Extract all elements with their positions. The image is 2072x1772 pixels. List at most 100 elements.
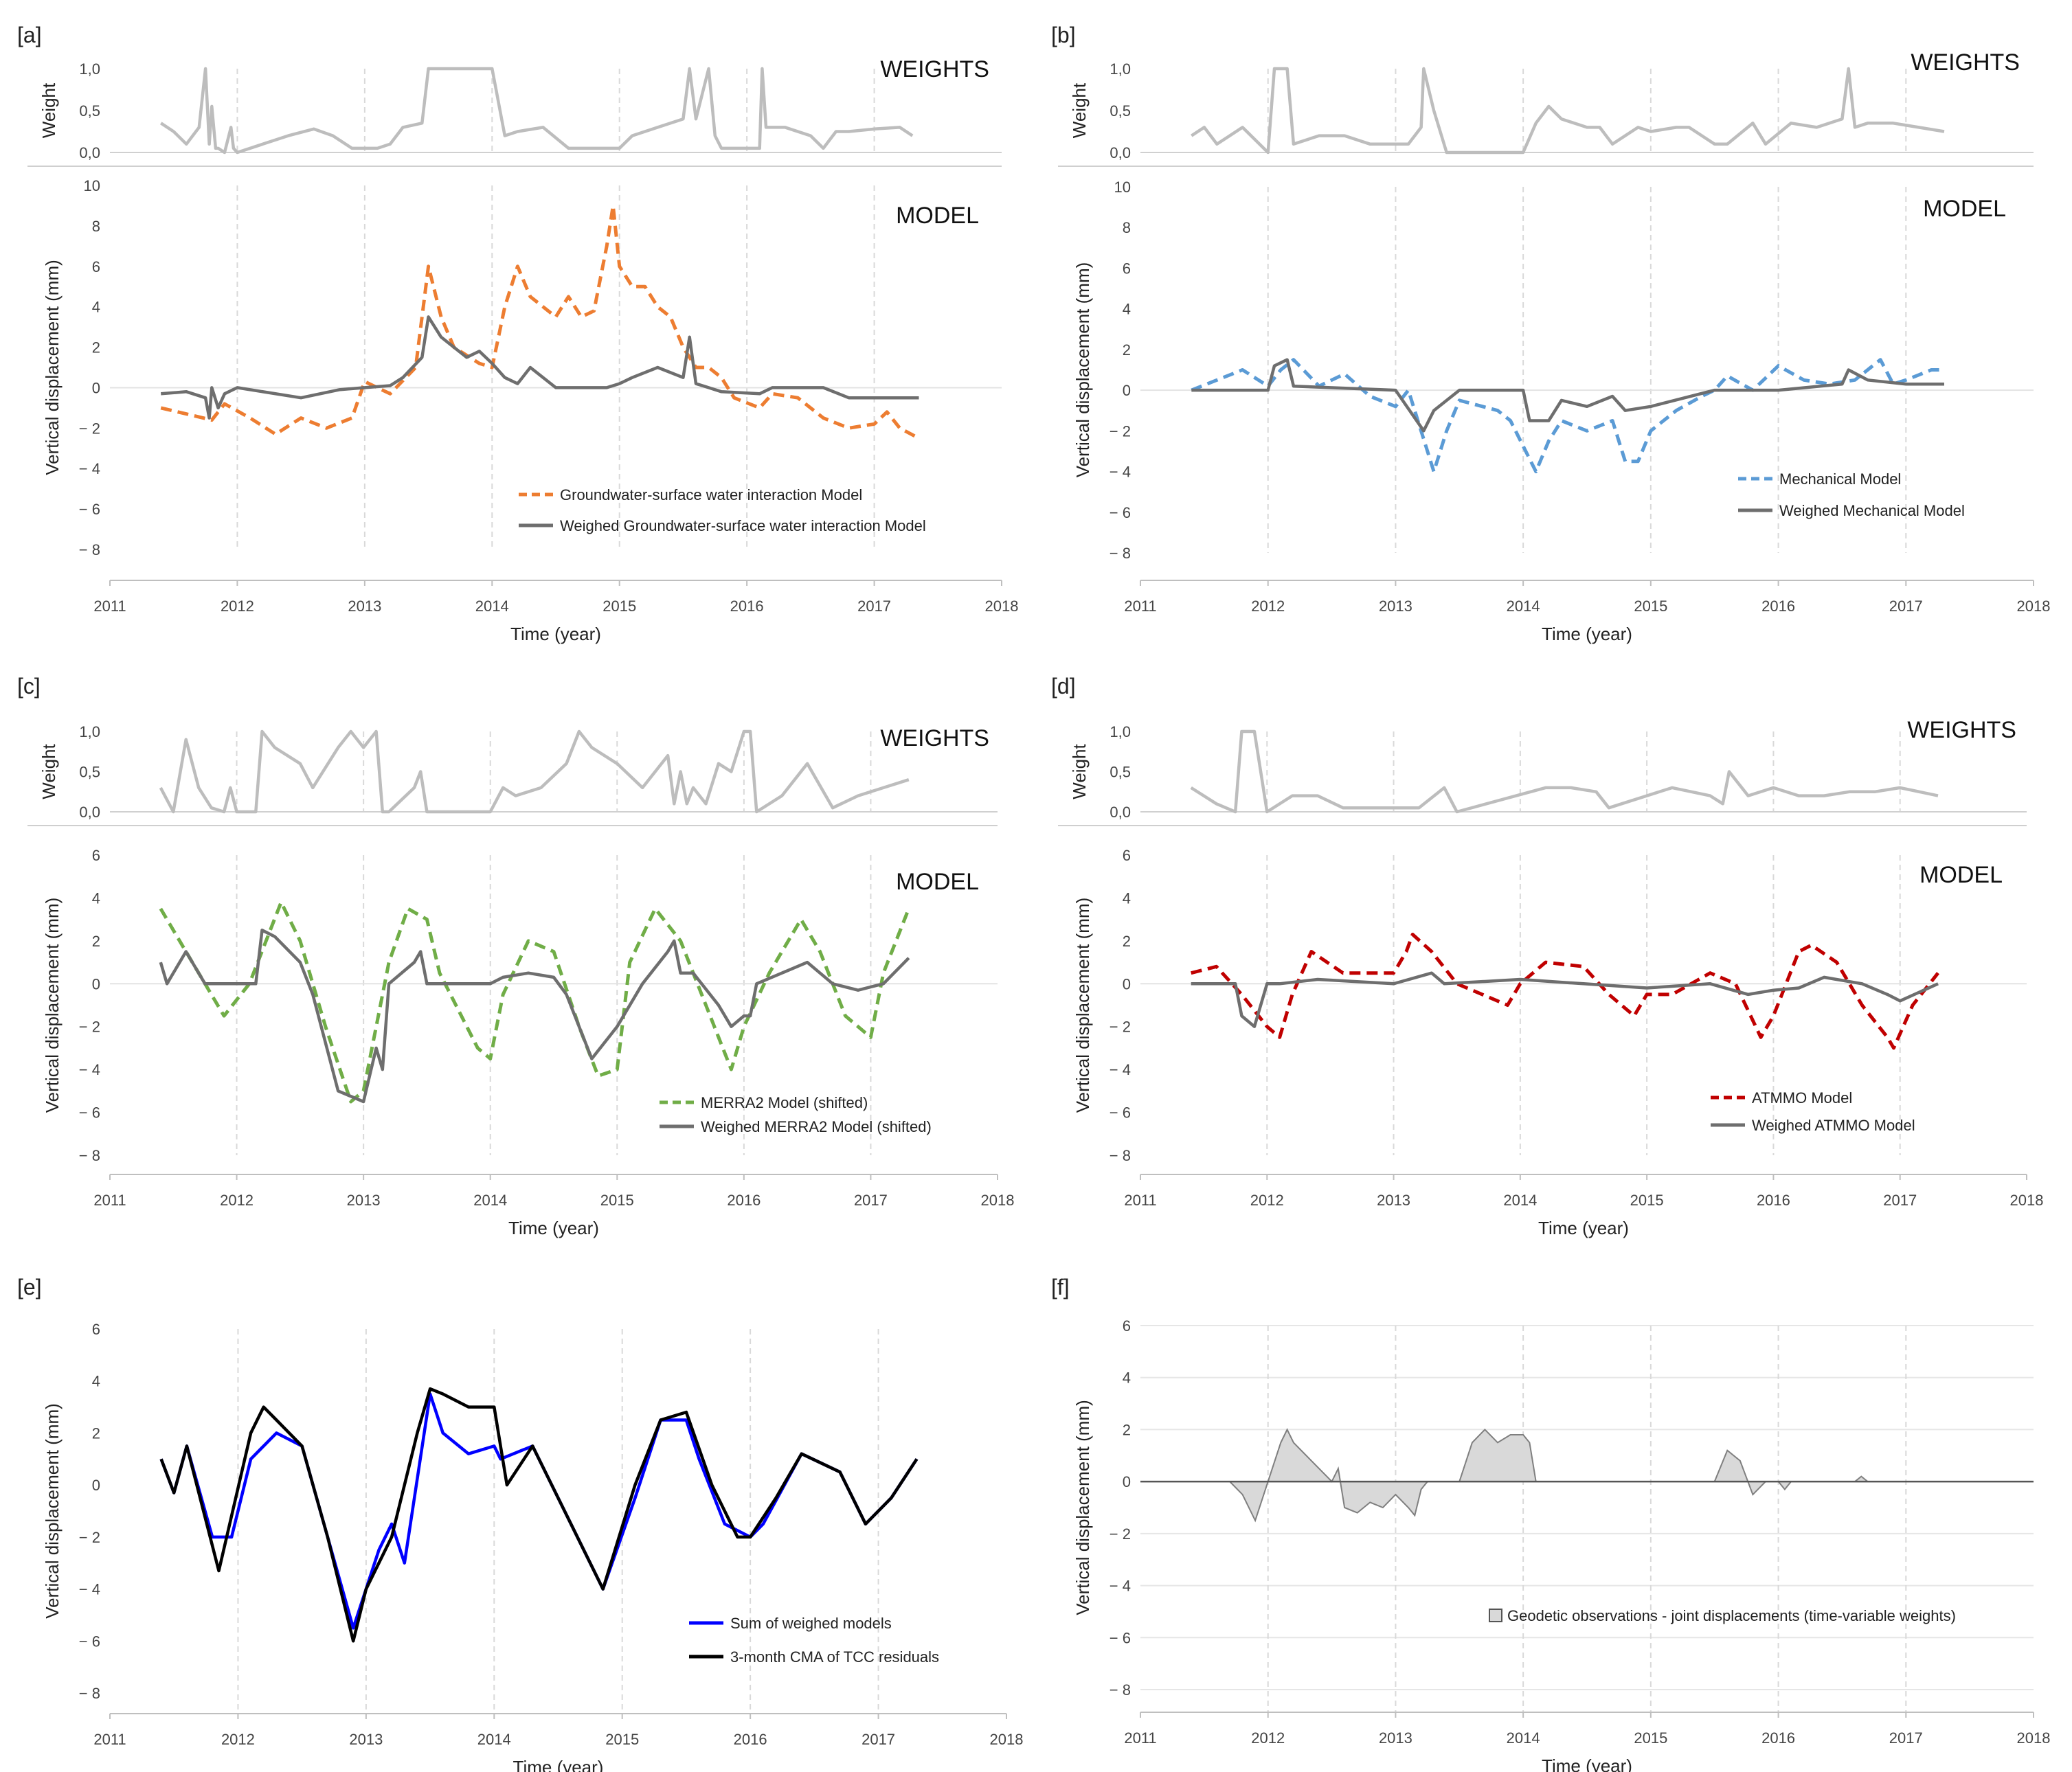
y-tick-label: − 8: [1110, 545, 1131, 562]
weights-series-line: [159, 729, 910, 814]
x-tick-label: 2011: [93, 1192, 126, 1209]
x-tick-label: 2018: [2017, 598, 2051, 615]
x-tick-label: 2018: [990, 1731, 1024, 1748]
x-axis-label: Time (year): [510, 624, 601, 644]
x-tick-label: 2014: [1507, 598, 1540, 615]
legend-item-1-label: 3-month CMA of TCC residuals: [730, 1648, 939, 1666]
y-tick-label: − 2: [79, 1529, 100, 1546]
weight-tick-label: 0,0: [1110, 804, 1131, 821]
legend-item-0-label: Mechanical Model: [1779, 470, 1901, 488]
x-tick-label: 2011: [1124, 1729, 1156, 1747]
legend-item-1-label: Weighed MERRA2 Model (shifted): [701, 1118, 932, 1135]
weight-tick-label: 0,5: [79, 102, 100, 120]
weight-tick-label: 1,0: [1110, 723, 1131, 740]
x-tick-label: 2012: [1250, 1192, 1284, 1209]
y-tick-label: − 4: [1110, 464, 1131, 481]
y-tick-label: − 6: [79, 501, 100, 518]
series-line-0: [159, 1392, 919, 1630]
y-tick-label: 6: [92, 1321, 100, 1338]
y-tick-label: 8: [92, 218, 100, 235]
y-tick-label: 6: [1123, 260, 1131, 277]
weights-title: WEIGHTS: [1911, 49, 2020, 76]
y-axis-label: Vertical displacement (mm): [1072, 262, 1093, 478]
x-tick-label: 2015: [603, 598, 636, 615]
weight-tick-label: 0,5: [79, 764, 100, 781]
x-tick-label: 2017: [1883, 1192, 1917, 1209]
x-tick-label: 2011: [1124, 1192, 1156, 1209]
weight-axis-label: Weight: [1069, 744, 1090, 799]
x-tick-label: 2018: [2010, 1192, 2044, 1209]
legend-item-0-swatch: [1489, 1609, 1502, 1622]
y-axis-label: Vertical displacement (mm): [42, 898, 63, 1113]
y-tick-label: 0: [92, 1477, 100, 1494]
y-tick-label: − 6: [1110, 1629, 1131, 1646]
y-tick-label: − 8: [1110, 1147, 1131, 1164]
x-tick-label: 2011: [93, 1731, 126, 1748]
y-tick-label: 4: [1123, 1370, 1131, 1387]
x-tick-label: 2018: [981, 1192, 1015, 1209]
y-tick-label: 6: [92, 258, 100, 275]
y-tick-label: − 4: [1110, 1061, 1131, 1078]
x-axis-label: Time (year): [1542, 1756, 1632, 1772]
x-tick-label: 2013: [1377, 1192, 1410, 1209]
x-tick-label: 2011: [93, 598, 126, 615]
y-tick-label: − 8: [79, 1147, 100, 1164]
y-tick-label: 0: [92, 975, 100, 992]
y-axis-label: Vertical displacement (mm): [42, 260, 63, 475]
x-tick-label: 2012: [221, 598, 254, 615]
weight-tick-label: 1,0: [1110, 60, 1131, 78]
series-line-0: [1191, 358, 1944, 474]
y-axis-label: Vertical displacement (mm): [42, 1403, 63, 1619]
x-tick-label: 2013: [1379, 598, 1412, 615]
x-tick-label: 2017: [857, 598, 891, 615]
panel-label-f: [f]: [1051, 1275, 1070, 1299]
y-tick-label: 2: [92, 933, 100, 950]
panel-label-e: [e]: [17, 1275, 42, 1299]
weights-title: WEIGHTS: [1907, 717, 2016, 743]
weights-series-line: [1191, 67, 1945, 155]
y-tick-label: 2: [1123, 933, 1131, 950]
model-title: MODEL: [896, 869, 979, 895]
y-tick-label: 2: [1123, 341, 1131, 359]
y-tick-label: − 6: [79, 1633, 100, 1650]
y-tick-label: − 6: [1110, 504, 1131, 521]
x-tick-label: 2017: [862, 1731, 895, 1748]
x-tick-label: 2016: [727, 1192, 761, 1209]
weight-tick-label: 1,0: [79, 60, 100, 78]
x-tick-label: 2012: [220, 1192, 254, 1209]
area-series: [1140, 1428, 2034, 1523]
weight-axis-label: Weight: [38, 744, 59, 799]
x-tick-label: 2012: [1251, 1729, 1285, 1747]
legend-item-1-label: Weighed Groundwater-surface water intera…: [560, 517, 926, 534]
x-tick-label: 2014: [473, 1192, 507, 1209]
y-tick-label: 0: [1123, 382, 1131, 399]
x-tick-label: 2011: [1124, 598, 1156, 615]
y-tick-label: 2: [92, 339, 100, 356]
x-axis-label: Time (year): [1538, 1218, 1629, 1238]
legend-item-1-label: Weighed Mechanical Model: [1779, 502, 1965, 519]
y-tick-label: 2: [92, 1424, 100, 1442]
x-tick-label: 2015: [600, 1192, 634, 1209]
y-tick-label: 0: [92, 379, 100, 396]
series-line-0: [1191, 933, 1939, 1050]
legend-item-0-label: Sum of weighed models: [730, 1615, 892, 1632]
weight-axis-label: Weight: [1069, 82, 1090, 138]
y-tick-label: − 4: [79, 1061, 100, 1078]
panel-label-c: [c]: [17, 674, 41, 698]
weights-title: WEIGHTS: [880, 725, 989, 751]
x-tick-label: 2017: [1889, 598, 1923, 615]
y-tick-label: 6: [1123, 1317, 1131, 1334]
x-tick-label: 2013: [348, 598, 381, 615]
x-axis-label: Time (year): [508, 1218, 599, 1238]
x-tick-label: 2012: [1251, 598, 1285, 615]
series-line-1: [159, 1387, 919, 1643]
legend-item-0-label: ATMMO Model: [1752, 1089, 1852, 1106]
x-tick-label: 2016: [730, 598, 764, 615]
y-tick-label: − 6: [79, 1104, 100, 1122]
x-tick-label: 2018: [2017, 1729, 2051, 1747]
weights-series-line: [159, 67, 914, 155]
legend-item-0-label: MERRA2 Model (shifted): [701, 1094, 868, 1111]
y-tick-label: 6: [1123, 847, 1131, 864]
y-axis-label: Vertical displacement (mm): [1072, 1400, 1093, 1615]
y-tick-label: − 4: [1110, 1578, 1131, 1595]
